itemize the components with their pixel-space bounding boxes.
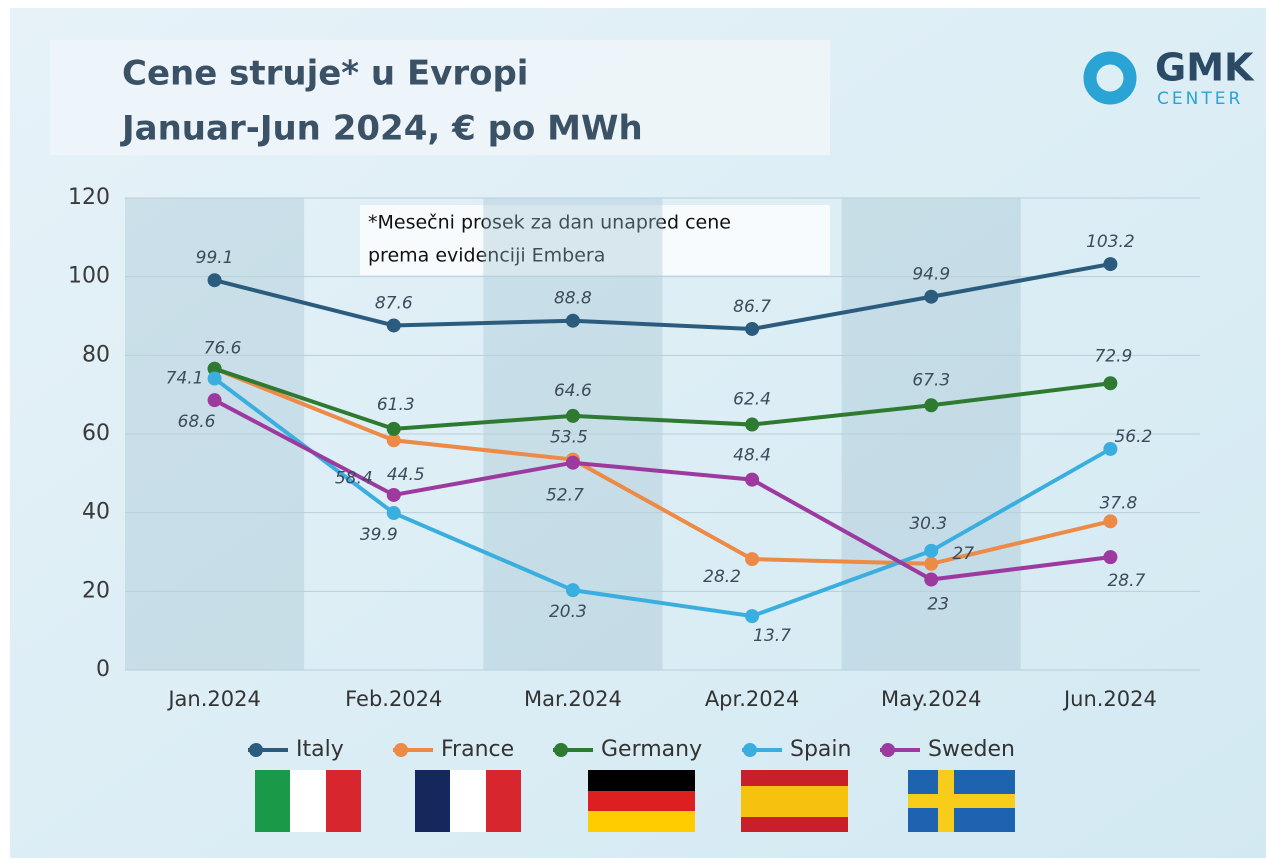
point bbox=[745, 322, 759, 336]
legend-label: Sweden bbox=[928, 737, 1015, 762]
value-label: 48.4 bbox=[733, 446, 771, 466]
legend-marker bbox=[743, 743, 757, 757]
point bbox=[924, 398, 938, 412]
value-label: 67.3 bbox=[912, 370, 950, 390]
point bbox=[208, 273, 222, 287]
value-label: 72.9 bbox=[1094, 346, 1132, 366]
y-tick-label: 20 bbox=[82, 578, 110, 603]
chart-title: Cene struje* u Evropi bbox=[122, 54, 528, 94]
x-tick-label: Mar.2024 bbox=[524, 687, 622, 711]
point bbox=[1103, 376, 1117, 390]
legend-label: Germany bbox=[601, 737, 702, 762]
point bbox=[208, 372, 222, 386]
y-tick-label: 100 bbox=[68, 264, 110, 289]
value-label: 28.2 bbox=[703, 567, 741, 587]
x-tick-label: Jun.2024 bbox=[1062, 687, 1157, 711]
chart-subtitle: Januar-Jun 2024, € po MWh bbox=[120, 109, 643, 149]
y-tick-label: 60 bbox=[82, 421, 110, 446]
point bbox=[745, 473, 759, 487]
value-label: 86.7 bbox=[733, 297, 771, 317]
x-tick-label: Feb.2024 bbox=[345, 687, 442, 711]
value-label: 94.9 bbox=[912, 265, 950, 285]
value-label: 64.6 bbox=[554, 381, 592, 401]
y-tick-label: 120 bbox=[68, 185, 110, 210]
point bbox=[566, 583, 580, 597]
point bbox=[566, 456, 580, 470]
value-label: 53.5 bbox=[550, 428, 588, 448]
point bbox=[745, 609, 759, 623]
point bbox=[1103, 257, 1117, 271]
value-label: 68.6 bbox=[178, 412, 216, 432]
value-label: 44.5 bbox=[387, 465, 425, 485]
value-label: 62.4 bbox=[733, 390, 771, 410]
value-label: 23 bbox=[927, 595, 949, 615]
point bbox=[1103, 514, 1117, 528]
x-tick-label: Jan.2024 bbox=[166, 687, 261, 711]
point bbox=[924, 557, 938, 571]
value-label: 99.1 bbox=[196, 248, 234, 268]
value-label: 37.8 bbox=[1099, 493, 1137, 513]
legend-marker bbox=[881, 743, 895, 757]
point bbox=[745, 552, 759, 566]
value-label: 20.3 bbox=[549, 602, 587, 622]
value-label: 28.7 bbox=[1107, 571, 1145, 591]
value-label: 61.3 bbox=[377, 395, 415, 415]
legend-label: Spain bbox=[790, 737, 851, 762]
value-label: 30.3 bbox=[909, 514, 947, 534]
point bbox=[1103, 550, 1117, 564]
value-label: 39.9 bbox=[360, 525, 398, 545]
value-label: 58.4 bbox=[335, 468, 373, 488]
legend-marker bbox=[554, 743, 568, 757]
logo-sub: CENTER bbox=[1157, 89, 1243, 109]
y-tick-label: 80 bbox=[82, 342, 110, 367]
x-tick-label: Apr.2024 bbox=[705, 687, 800, 711]
point bbox=[566, 409, 580, 423]
value-label: 87.6 bbox=[375, 293, 413, 313]
value-label: 76.6 bbox=[204, 339, 242, 359]
point bbox=[387, 318, 401, 332]
legend-label: France bbox=[441, 737, 514, 762]
point bbox=[387, 506, 401, 520]
point bbox=[745, 418, 759, 432]
y-tick-label: 0 bbox=[96, 657, 110, 682]
point bbox=[924, 290, 938, 304]
value-label: 27 bbox=[952, 544, 974, 564]
point bbox=[387, 422, 401, 436]
chart: Cene struje* u Evropi Januar-Jun 2024, €… bbox=[0, 0, 1266, 867]
value-label: 74.1 bbox=[166, 369, 204, 389]
legend-label: Italy bbox=[296, 737, 344, 762]
point bbox=[208, 393, 222, 407]
legend-marker bbox=[394, 743, 408, 757]
point bbox=[924, 544, 938, 558]
point bbox=[387, 488, 401, 502]
x-tick-label: May.2024 bbox=[881, 687, 982, 711]
legend-marker bbox=[249, 743, 263, 757]
value-label: 103.2 bbox=[1086, 232, 1135, 252]
value-label: 52.7 bbox=[546, 486, 584, 506]
logo-name: GMK bbox=[1155, 46, 1255, 90]
point bbox=[566, 314, 580, 328]
point bbox=[924, 573, 938, 587]
value-label: 88.8 bbox=[554, 289, 592, 309]
y-tick-label: 40 bbox=[82, 500, 110, 525]
value-label: 13.7 bbox=[753, 626, 791, 646]
value-label: 56.2 bbox=[1114, 427, 1152, 447]
